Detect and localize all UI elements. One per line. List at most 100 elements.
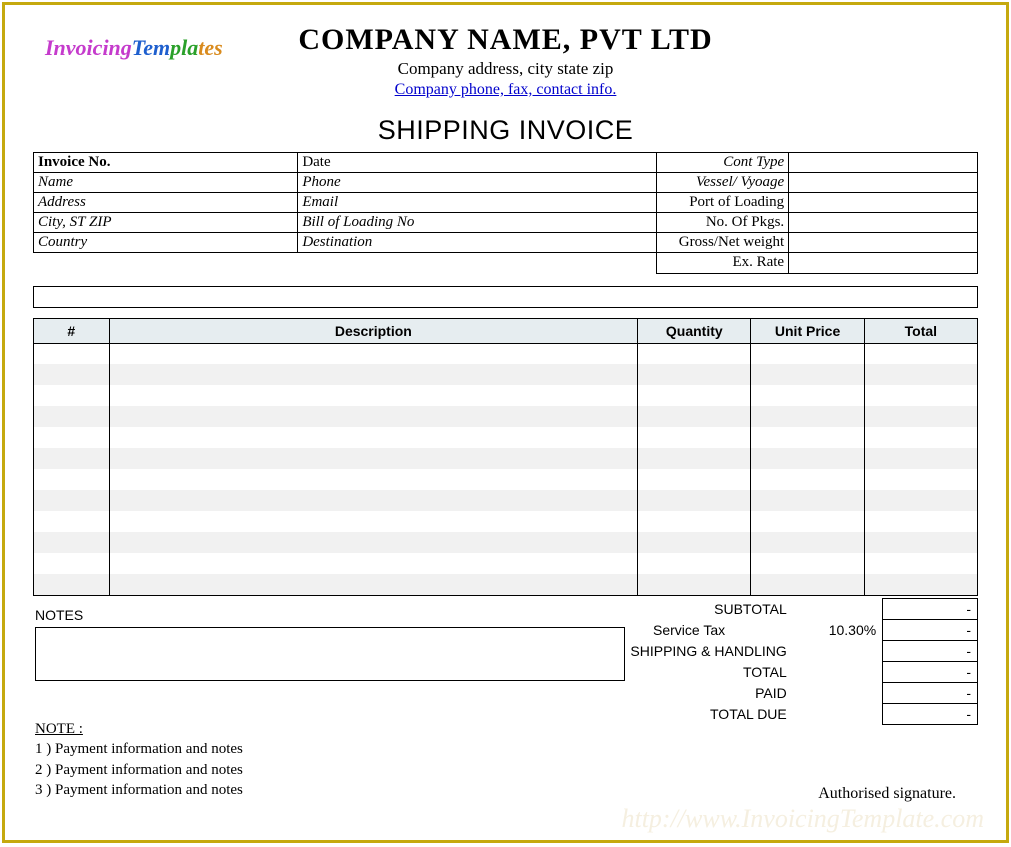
- totals-value: -: [883, 703, 978, 724]
- table-cell: [109, 406, 638, 427]
- table-cell: [638, 511, 751, 532]
- table-cell: [864, 469, 977, 490]
- footnote-line: 3 ) Payment information and notes: [35, 780, 243, 800]
- meta-cell: Phone: [298, 173, 657, 193]
- table-cell: [638, 364, 751, 385]
- table-row: [34, 343, 978, 364]
- totals-value: -: [883, 640, 978, 661]
- brand-logo: InvoicingTemplates: [45, 35, 223, 61]
- exrate-value: [789, 253, 978, 273]
- logo-seg-1: Invoicing: [45, 35, 132, 60]
- footnotes-header: NOTE :: [35, 719, 243, 739]
- table-row: [34, 385, 978, 406]
- company-contact-link[interactable]: Company phone, fax, contact info.: [395, 81, 617, 98]
- table-row: [34, 406, 978, 427]
- table-cell: [751, 574, 864, 595]
- table-cell: [34, 490, 110, 511]
- meta-cell: City, ST ZIP: [34, 213, 298, 233]
- line-items-table: #DescriptionQuantityUnit PriceTotal: [33, 318, 978, 596]
- table-row: [34, 553, 978, 574]
- meta-cell: Gross/Net weight: [657, 233, 789, 253]
- totals-value: -: [883, 619, 978, 640]
- logo-seg-4: tes: [198, 35, 222, 60]
- table-cell: [109, 574, 638, 595]
- table-cell: [109, 469, 638, 490]
- table-cell: [751, 427, 864, 448]
- meta-cell: [789, 173, 978, 193]
- table-cell: [109, 364, 638, 385]
- table-cell: [638, 385, 751, 406]
- notes-box[interactable]: [35, 627, 625, 681]
- meta-cell: Email: [298, 193, 657, 213]
- totals-aux: [793, 703, 883, 724]
- document-title: SHIPPING INVOICE: [33, 115, 978, 146]
- meta-cell: Name: [34, 173, 298, 193]
- table-cell: [638, 532, 751, 553]
- meta-cell: Port of Loading: [657, 193, 789, 213]
- exrate-label: Ex. Rate: [656, 253, 788, 273]
- exrate-row: Ex. Rate: [33, 253, 978, 274]
- table-cell: [109, 532, 638, 553]
- footnote-line: 2 ) Payment information and notes: [35, 760, 243, 780]
- table-cell: [864, 406, 977, 427]
- table-cell: [638, 469, 751, 490]
- table-cell: [751, 364, 864, 385]
- totals-value: -: [883, 661, 978, 682]
- table-cell: [751, 532, 864, 553]
- meta-cell: [789, 233, 978, 253]
- table-cell: [638, 427, 751, 448]
- table-cell: [864, 511, 977, 532]
- table-row: [34, 490, 978, 511]
- table-cell: [864, 532, 977, 553]
- table-cell: [109, 553, 638, 574]
- totals-table: SUBTOTAL-Service Tax10.30%-SHIPPING & HA…: [593, 598, 978, 725]
- meta-cell: Destination: [298, 233, 657, 253]
- meta-cell: [789, 153, 978, 173]
- table-cell: [864, 385, 977, 406]
- footnotes: NOTE : 1 ) Payment information and notes…: [35, 719, 243, 800]
- table-cell: [751, 511, 864, 532]
- items-header: Total: [864, 318, 977, 343]
- table-cell: [34, 553, 110, 574]
- items-header: #: [34, 318, 110, 343]
- authorised-signature-label: Authorised signature.: [818, 785, 956, 803]
- meta-cell: Date: [298, 153, 657, 173]
- table-cell: [864, 574, 977, 595]
- meta-cell: Invoice No.: [34, 153, 298, 173]
- table-cell: [638, 574, 751, 595]
- table-cell: [864, 448, 977, 469]
- items-header: Quantity: [638, 318, 751, 343]
- totals-aux: [793, 661, 883, 682]
- table-cell: [109, 427, 638, 448]
- table-row: [34, 532, 978, 553]
- table-cell: [751, 406, 864, 427]
- table-cell: [751, 343, 864, 364]
- table-cell: [638, 553, 751, 574]
- totals-value: -: [883, 598, 978, 619]
- table-cell: [638, 490, 751, 511]
- totals-aux: 10.30%: [793, 619, 883, 640]
- table-cell: [864, 490, 977, 511]
- table-row: [34, 469, 978, 490]
- table-cell: [751, 385, 864, 406]
- watermark: http://www.InvoicingTemplate.com: [621, 804, 984, 834]
- company-contact: Company phone, fax, contact info.: [33, 81, 978, 99]
- table-cell: [751, 469, 864, 490]
- meta-cell: Cont Type: [657, 153, 789, 173]
- table-row: [34, 511, 978, 532]
- logo-seg-2: Tem: [132, 35, 170, 60]
- table-cell: [34, 427, 110, 448]
- table-cell: [109, 490, 638, 511]
- table-cell: [34, 574, 110, 595]
- table-cell: [34, 343, 110, 364]
- table-cell: [638, 343, 751, 364]
- table-cell: [34, 532, 110, 553]
- meta-table: Invoice No.DateCont TypeNamePhoneVessel/…: [33, 152, 978, 253]
- table-cell: [638, 448, 751, 469]
- table-cell: [109, 343, 638, 364]
- table-row: [34, 427, 978, 448]
- table-cell: [34, 385, 110, 406]
- table-row: [34, 448, 978, 469]
- table-cell: [34, 469, 110, 490]
- table-cell: [34, 511, 110, 532]
